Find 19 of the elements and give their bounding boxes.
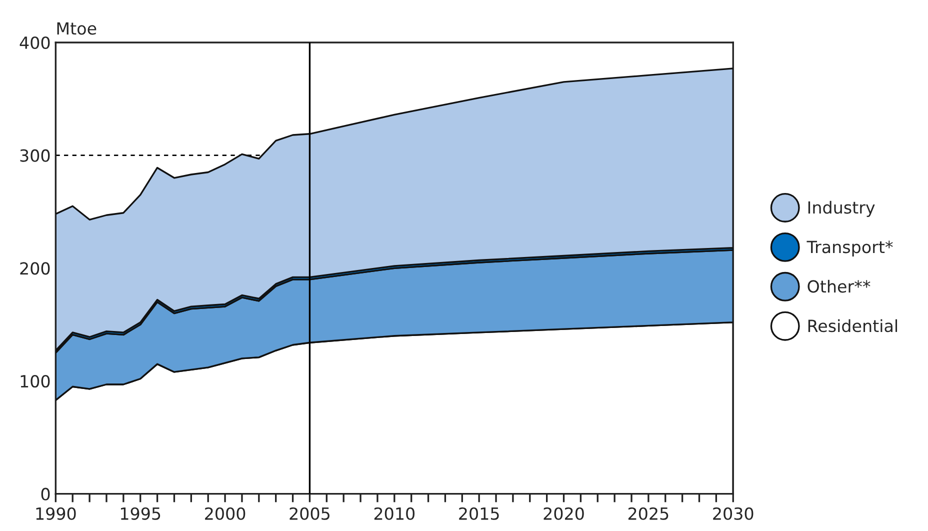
x-tick-label: 2030 — [713, 507, 754, 520]
y-tick-label: 0 — [41, 488, 50, 500]
x-tick-label: 2010 — [374, 507, 414, 520]
x-tick-label: 2015 — [459, 507, 499, 520]
y-tick-label: 200 — [20, 262, 50, 275]
x-tick-label: 2025 — [628, 507, 668, 520]
x-tick-label: 2005 — [290, 507, 330, 520]
x-tick-label: 1995 — [120, 507, 160, 520]
legend-label: Other** — [808, 280, 870, 293]
x-tick-label: 2020 — [544, 507, 584, 520]
y-tick-label: 300 — [20, 149, 50, 162]
x-tick-label: 2000 — [205, 507, 246, 520]
y-tick-label: 400 — [20, 36, 50, 50]
y-tick-label: 100 — [20, 374, 50, 388]
x-tick-label: 1990 — [36, 507, 76, 520]
legend-label: Transport* — [806, 240, 893, 256]
legend-label: Industry — [808, 200, 875, 218]
legend-label: Residential — [808, 319, 898, 332]
y-axis-title: Mtoe — [57, 22, 96, 35]
